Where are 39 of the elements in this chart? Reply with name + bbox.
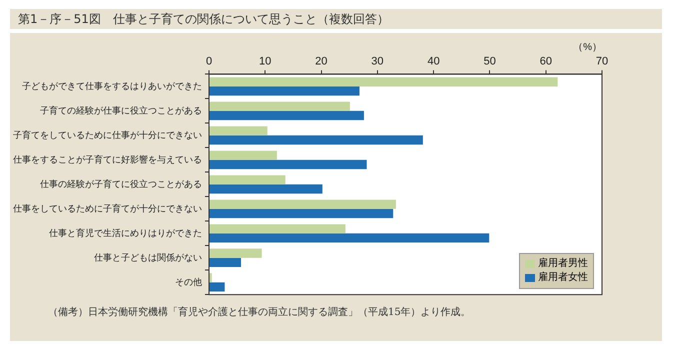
bar — [210, 233, 490, 243]
bar — [210, 86, 360, 96]
bar — [210, 282, 225, 292]
y-tick-label: 仕事をすることが子育てに好影響を与えている — [13, 154, 202, 164]
bar — [210, 102, 350, 111]
text: （備考）日本労働研究機構「育児や介護と仕事の両立に関する調査」（平成15年）より作成。 — [48, 306, 471, 319]
bar — [210, 110, 364, 120]
bar — [210, 208, 394, 218]
legend-label: 雇用者男性 — [538, 256, 588, 271]
bar — [210, 135, 423, 145]
x-tick-label: 10 — [259, 56, 272, 68]
y-tick-label: 子どもができて仕事をするはりあいができた — [22, 80, 202, 91]
y-tick-label: 仕事をしているために子育てが十分にできない — [13, 203, 202, 214]
x-tick-label: 60 — [540, 56, 552, 68]
y-tick-label: 子育ての経験が仕事に役立つことがある — [40, 105, 202, 116]
bar — [210, 258, 241, 268]
x-tick-label: 30 — [371, 56, 384, 68]
legend-label: 雇用者女性 — [538, 270, 588, 285]
x-tick-label: 50 — [484, 56, 496, 68]
bar — [210, 160, 367, 170]
bar — [210, 77, 558, 86]
bar — [210, 248, 262, 258]
y-tick-label: 仕事と子どもは関係がない — [94, 252, 202, 262]
x-tick-label: 70 — [596, 56, 608, 68]
bar — [210, 224, 346, 234]
bar — [210, 184, 322, 194]
y-tick-label: 子育てをしているために仕事が十分にできない — [13, 130, 202, 140]
x-tick-label: 40 — [427, 56, 440, 68]
y-tick-label: その他 — [175, 276, 202, 287]
chart-title: 第1－序－51図 仕事と子育ての関係について思うこと（複数回答） — [10, 9, 662, 29]
bar — [210, 150, 277, 160]
bar — [210, 200, 396, 209]
x-tick-label: 20 — [315, 56, 328, 68]
x-axis-title: （%） — [573, 42, 602, 53]
y-tick-label: 仕事と育児で生活にめりはりができた — [49, 228, 202, 238]
x-tick-label: 0 — [206, 56, 212, 68]
y-tick-label: 仕事の経験が子育てに役立つことがある — [40, 178, 202, 189]
bar — [210, 175, 286, 184]
bar — [210, 126, 268, 136]
